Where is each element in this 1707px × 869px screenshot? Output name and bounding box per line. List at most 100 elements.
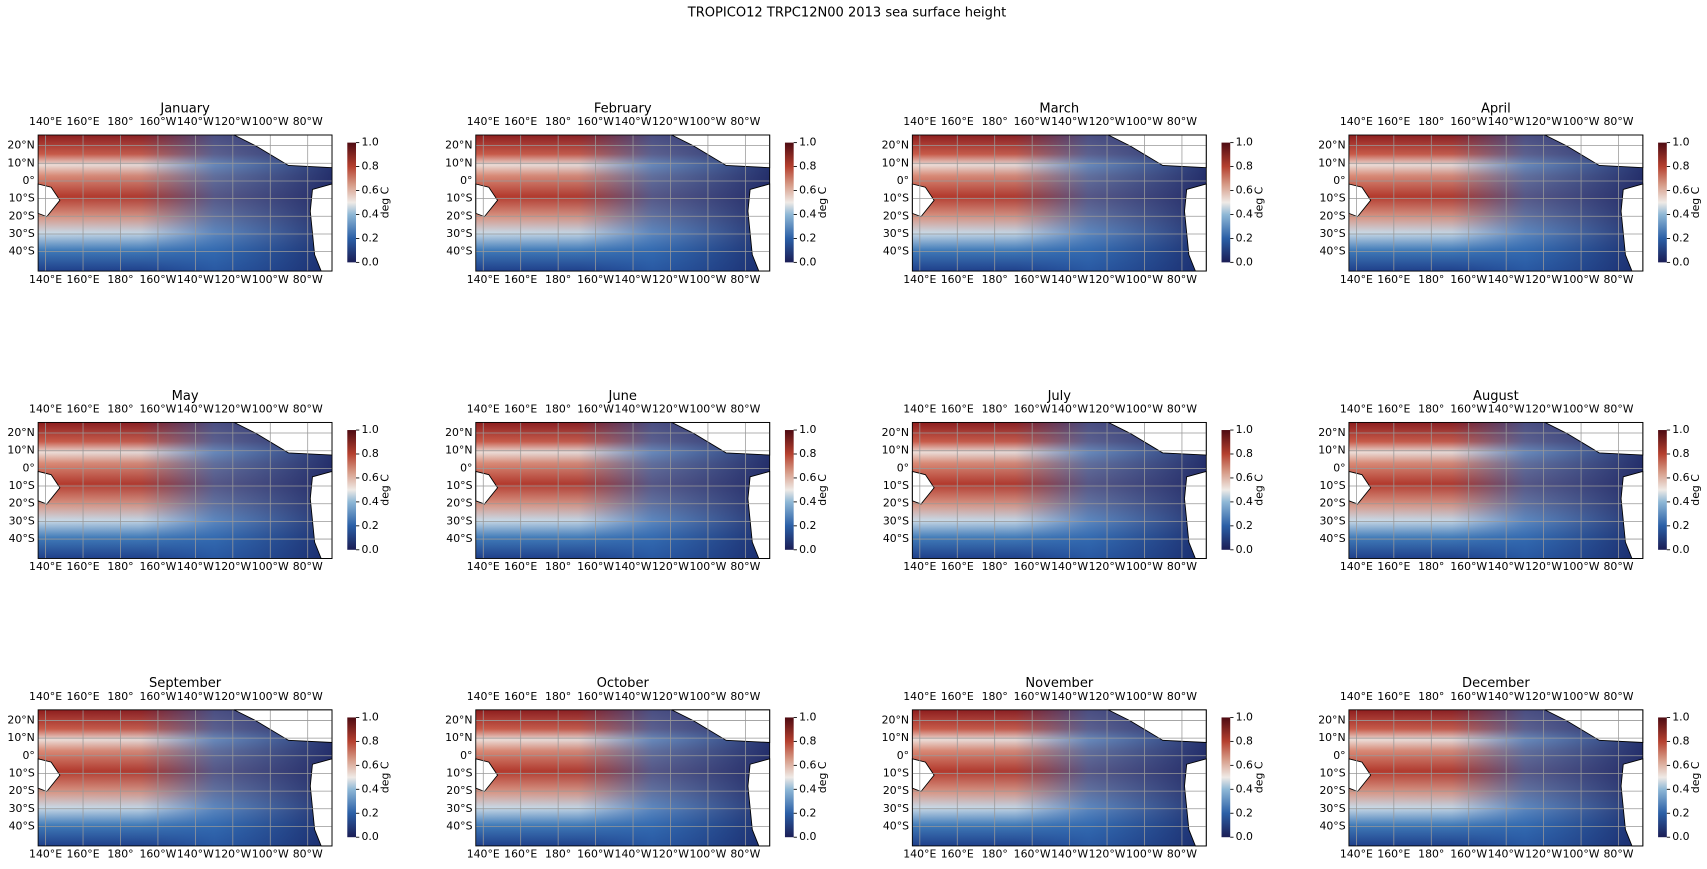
colorbar-label: deg C xyxy=(378,762,391,794)
map-frame xyxy=(475,421,771,559)
colorbar-tick-label: 0.2 xyxy=(799,519,816,532)
lat-tick-label: 0° xyxy=(460,749,472,762)
lon-tick-label: 140°E xyxy=(29,690,62,703)
lat-tick-label: 20°N xyxy=(1318,139,1345,152)
colorbar xyxy=(784,430,794,550)
lon-tick-label: 140°E xyxy=(903,560,936,573)
lon-tick-label: 80°W xyxy=(1603,560,1633,573)
lon-tick-label: 80°W xyxy=(1603,273,1633,286)
lat-tick-label: 20°S xyxy=(9,497,35,510)
panel-title: April xyxy=(1481,101,1511,116)
lat-tick-label: 30°S xyxy=(1319,227,1345,240)
colorbar-tick-label: 0.2 xyxy=(799,806,816,819)
lon-tick-label: 160°E xyxy=(67,848,100,861)
lat-tick-label: 20°N xyxy=(1318,713,1345,726)
colorbar-tick-label: 0.8 xyxy=(1672,160,1689,173)
lon-tick-label: 140°E xyxy=(1340,560,1373,573)
lat-tick-label: 40°S xyxy=(883,532,909,545)
lon-tick-label: 100°W xyxy=(1126,848,1163,861)
lon-tick-label: 120°W xyxy=(652,848,689,861)
lat-tick-label: 0° xyxy=(897,749,909,762)
lat-tick-label: 0° xyxy=(1333,461,1345,474)
lat-tick-label: 20°N xyxy=(445,713,472,726)
colorbar-tick-label: 0.2 xyxy=(361,519,378,532)
lon-tick-label: 160°W xyxy=(577,115,614,128)
lon-tick-label: 140°W xyxy=(1488,273,1525,286)
lat-tick-label: 0° xyxy=(460,174,472,187)
colorbar-tick-label: 0.2 xyxy=(361,806,378,819)
lon-tick-label: 100°W xyxy=(689,273,726,286)
colorbar-tick-label: 0.0 xyxy=(1236,543,1253,556)
lon-tick-label: 180° xyxy=(545,402,571,415)
lon-tick-label: 160°E xyxy=(1377,273,1410,286)
lon-tick-label: 140°W xyxy=(615,402,652,415)
lon-tick-label: 120°W xyxy=(1089,402,1126,415)
colorbar-tick-label: 0.8 xyxy=(799,160,816,173)
lon-tick-label: 160°W xyxy=(1014,402,1051,415)
colorbar-tick-label: 0.4 xyxy=(361,495,378,508)
lon-tick-label: 180° xyxy=(982,848,1008,861)
lon-tick-label: 160°E xyxy=(1377,848,1410,861)
colorbar-tick-label: 0.4 xyxy=(1236,207,1253,220)
lon-tick-label: 140°E xyxy=(1340,690,1373,703)
map-frame xyxy=(37,134,333,272)
colorbar-tick-label: 1.0 xyxy=(1672,423,1689,436)
colorbar-tick-label: 0.6 xyxy=(799,758,816,771)
colorbar-tick-label: 0.6 xyxy=(799,184,816,197)
colorbar-tick-label: 1.0 xyxy=(1672,136,1689,149)
lon-tick-label: 140°W xyxy=(615,848,652,861)
lon-tick-label: 80°W xyxy=(730,402,760,415)
colorbar-tick-label: 0.2 xyxy=(799,231,816,244)
lon-tick-label: 80°W xyxy=(730,848,760,861)
panel-title: June xyxy=(608,389,637,404)
lon-tick-label: 160°W xyxy=(1450,402,1487,415)
panel-title: November xyxy=(1025,676,1094,691)
lat-tick-label: 20°S xyxy=(1319,784,1345,797)
lon-tick-label: 140°E xyxy=(1340,848,1373,861)
lon-tick-label: 180° xyxy=(545,848,571,861)
map-frame xyxy=(1348,421,1644,559)
lon-tick-label: 100°W xyxy=(1126,402,1163,415)
lon-tick-label: 160°E xyxy=(67,273,100,286)
lon-tick-label: 140°E xyxy=(29,273,62,286)
colorbar-tick-label: 0.6 xyxy=(1236,184,1253,197)
map-panel: March 140°E 140°E 160°E 160°E 180° 180° 160°W 16… xyxy=(882,101,1266,285)
lat-tick-label: 10°N xyxy=(882,156,909,169)
lon-tick-label: 160°W xyxy=(139,115,176,128)
colorbar-label: deg C xyxy=(1689,474,1702,506)
lon-tick-label: 120°W xyxy=(652,115,689,128)
colorbar-tick-label: 0.8 xyxy=(1672,734,1689,747)
lat-tick-label: 0° xyxy=(1333,174,1345,187)
lon-tick-label: 160°E xyxy=(941,273,974,286)
colorbar xyxy=(1658,430,1667,550)
lon-tick-label: 140°E xyxy=(903,402,936,415)
lon-tick-label: 160°W xyxy=(1014,560,1051,573)
lon-tick-label: 160°W xyxy=(1014,848,1051,861)
lat-tick-label: 20°S xyxy=(1319,209,1345,222)
colorbar-tick-label: 0.6 xyxy=(361,758,378,771)
lon-tick-label: 120°W xyxy=(1089,560,1126,573)
lon-tick-label: 180° xyxy=(545,273,571,286)
lon-tick-label: 140°W xyxy=(177,115,214,128)
lon-tick-label: 140°W xyxy=(1488,848,1525,861)
colorbar-tick-label: 0.8 xyxy=(799,734,816,747)
colorbar-tick-label: 0.8 xyxy=(1236,734,1253,747)
lon-tick-label: 180° xyxy=(545,560,571,573)
lon-tick-label: 140°W xyxy=(615,690,652,703)
lon-tick-label: 160°E xyxy=(941,690,974,703)
colorbar-tick-label: 0.4 xyxy=(799,495,816,508)
colorbar-tick-label: 0.8 xyxy=(361,734,378,747)
lon-tick-label: 140°W xyxy=(615,560,652,573)
lon-tick-label: 160°W xyxy=(577,273,614,286)
lat-tick-label: 40°S xyxy=(883,819,909,832)
colorbar-label: deg C xyxy=(1689,187,1702,219)
lon-tick-label: 140°E xyxy=(1340,273,1373,286)
colorbar-tick-label: 0.8 xyxy=(799,447,816,460)
lon-tick-label: 80°W xyxy=(1603,402,1633,415)
lon-tick-label: 80°W xyxy=(1167,402,1197,415)
colorbar-tick-label: 0.8 xyxy=(1236,447,1253,460)
colorbar-tick-label: 0.2 xyxy=(1672,231,1689,244)
lon-tick-label: 120°W xyxy=(214,848,251,861)
lon-tick-label: 160°W xyxy=(1450,690,1487,703)
lon-tick-label: 140°E xyxy=(467,115,500,128)
